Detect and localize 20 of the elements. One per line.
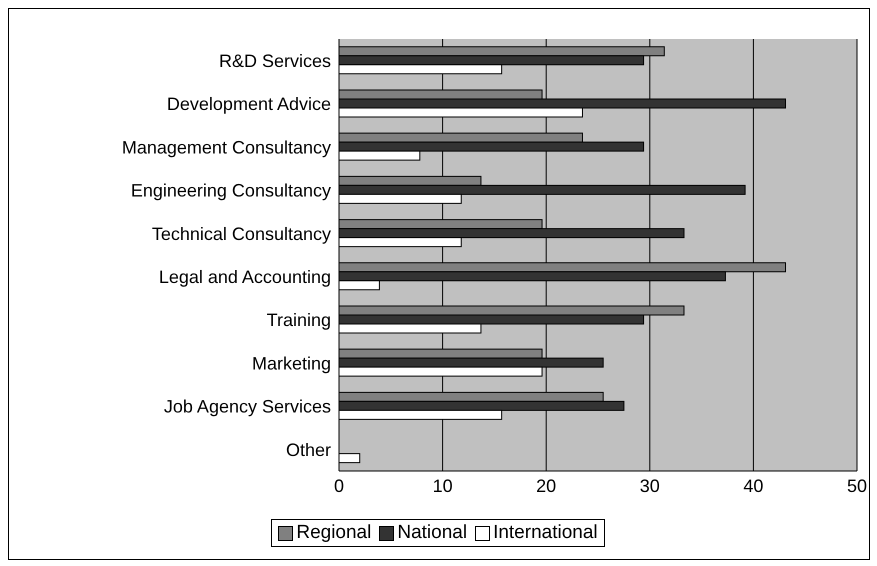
legend-label: National: [396, 522, 468, 544]
x-tick-label: 20: [536, 476, 556, 496]
y-tick-label: Engineering Consultancy: [130, 180, 331, 201]
bar: [339, 453, 360, 464]
x-tick-label: 0: [334, 476, 344, 496]
x-tick-label: 40: [743, 476, 764, 496]
x-tick-label: 10: [432, 476, 453, 496]
y-tick-label: Legal and Accounting: [158, 266, 331, 287]
y-tick-label: Technical Consultancy: [152, 224, 331, 244]
y-tick-label: Marketing: [252, 353, 331, 374]
legend-label: Regional: [295, 522, 372, 544]
y-tick-label: Management Consultancy: [122, 137, 331, 158]
y-tick-label: Development Advice: [166, 94, 331, 114]
x-tick-label: 50: [846, 476, 868, 496]
y-tick-label: R&D Services: [218, 50, 331, 71]
legend-label: International: [492, 522, 598, 544]
y-tick-label: Job Agency Services: [164, 396, 331, 417]
y-tick-label: Other: [286, 440, 331, 460]
x-tick-label: 30: [640, 476, 660, 496]
y-tick-label: Training: [266, 310, 331, 330]
